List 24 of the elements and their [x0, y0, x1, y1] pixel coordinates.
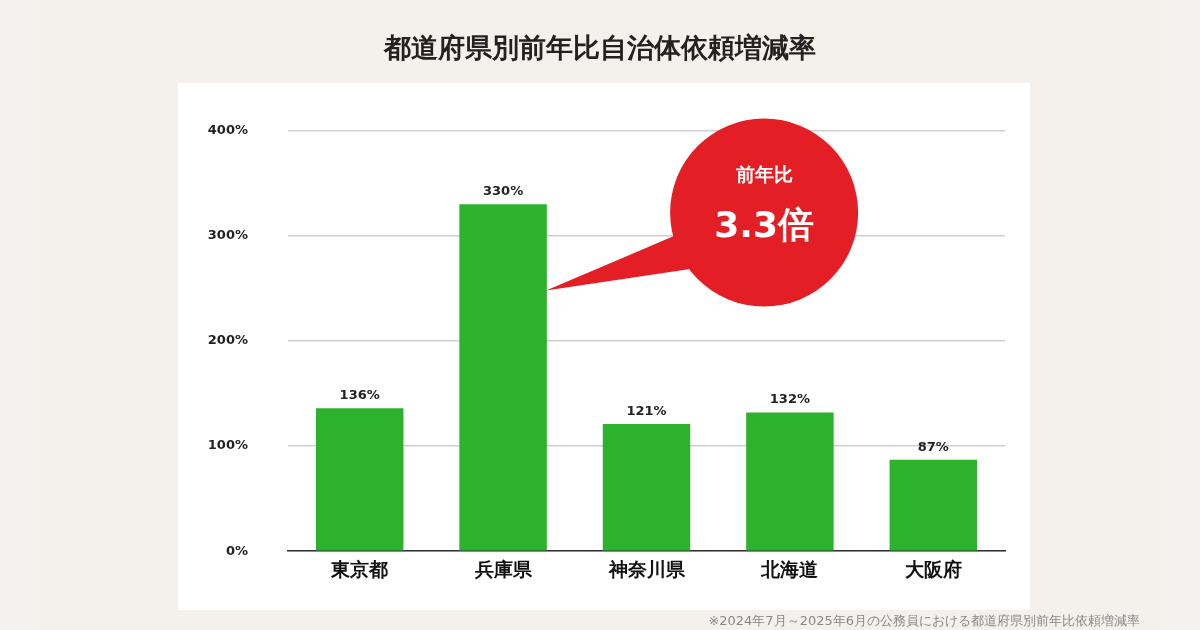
x-tick-label: 大阪府 [904, 557, 962, 580]
annotation: 前年比 [734, 162, 794, 186]
data-label: 87% [917, 438, 949, 454]
x-tick-label: 北海道 [760, 557, 819, 580]
chart-title: 都道府県別前年比自治体依頼増減率 [382, 31, 817, 65]
y-tick-label: 0% [225, 542, 248, 558]
bar [889, 459, 978, 551]
y-tick-label: 200% [207, 332, 248, 348]
x-tick-label: 東京都 [330, 557, 389, 580]
data-label: 121% [626, 402, 667, 418]
y-tick-label: 400% [207, 122, 248, 138]
x-tick-label: 兵庫県 [473, 557, 533, 580]
y-tick-label: 300% [207, 227, 248, 243]
data-label: 136% [339, 387, 380, 403]
bar [746, 412, 834, 551]
x-tick-label: 神奈川県 [607, 557, 686, 580]
y-tick-label: 100% [207, 437, 248, 453]
text: ※2024年7月～2025年6月の公務員における都道府県別前年比依頼増減率 [708, 612, 1140, 630]
bar [602, 424, 691, 551]
annotation: 3.3倍 [713, 202, 815, 246]
bar [315, 408, 404, 551]
bar [459, 204, 547, 551]
data-label: 132% [769, 391, 810, 407]
data-label: 330% [483, 183, 524, 199]
